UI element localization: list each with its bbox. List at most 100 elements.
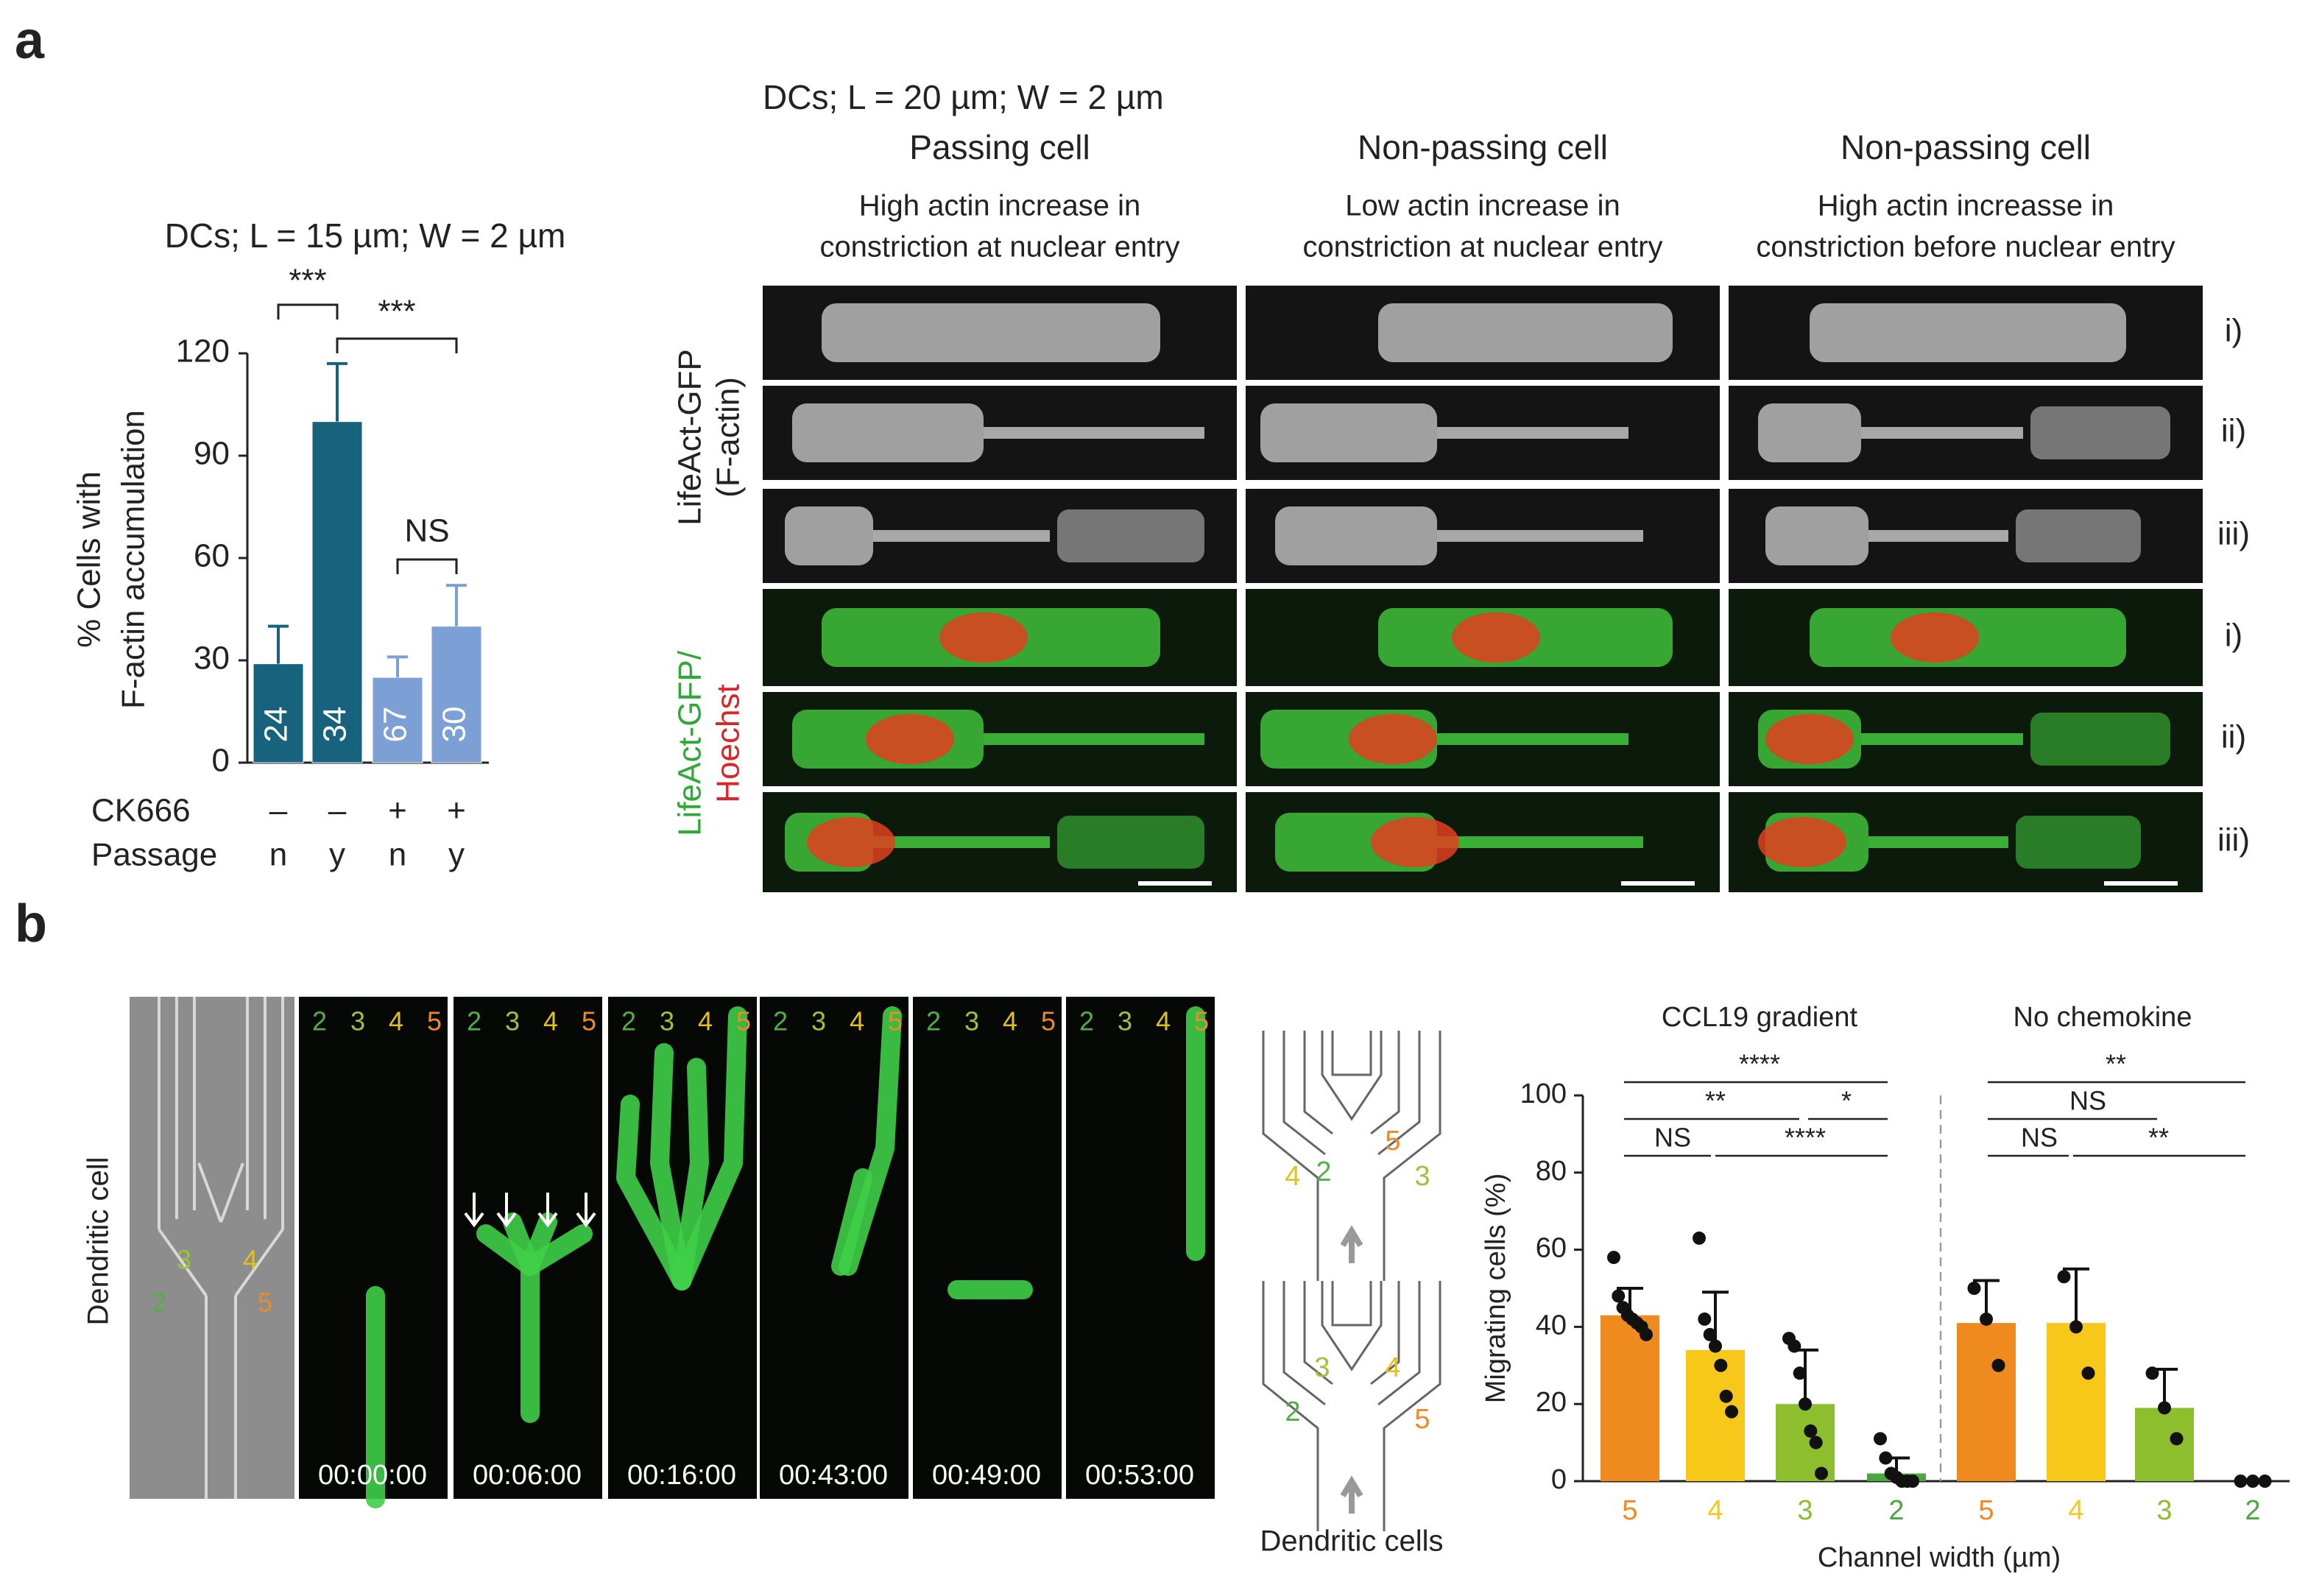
significance-bracket xyxy=(277,303,339,319)
data-point xyxy=(1799,1397,1812,1411)
channel-number: 3 xyxy=(505,1006,520,1037)
significance-label: NS xyxy=(1654,1123,1691,1153)
nucleus xyxy=(1349,714,1437,764)
channel-number: 2 xyxy=(926,1006,941,1037)
data-point xyxy=(1879,1451,1893,1465)
arrow xyxy=(537,1193,558,1228)
cell-protrusion xyxy=(1861,733,2023,745)
significance-label: ** xyxy=(2148,1123,2169,1153)
channel-number: 4 xyxy=(698,1006,713,1037)
channel-number: 5 xyxy=(258,1288,272,1318)
channel-number: 5 xyxy=(582,1006,596,1037)
cell-protrusion xyxy=(1437,427,1628,439)
channel-wall xyxy=(197,1162,222,1223)
n-label: 30 xyxy=(437,707,473,743)
column-title: Passing cell xyxy=(909,128,1090,166)
cell-protrusion xyxy=(984,427,1204,439)
channel-number: 5 xyxy=(1041,1006,1056,1037)
cell-body xyxy=(1765,506,1868,565)
cell-body xyxy=(785,506,873,565)
channel-number: 5 xyxy=(736,1006,751,1037)
data-point xyxy=(1725,1405,1738,1419)
cell-body xyxy=(1810,303,2126,362)
ck666-label: – xyxy=(269,793,288,829)
y-tick-label: 20 xyxy=(1536,1387,1567,1418)
channel-number: 3 xyxy=(1118,1006,1132,1037)
data-point xyxy=(1719,1389,1733,1403)
column-subtitle: Low actin increase in xyxy=(1345,190,1620,222)
x-tick-label: n xyxy=(389,837,406,873)
row-label: iii) xyxy=(2217,516,2250,552)
channel-number: 3 xyxy=(811,1006,826,1037)
n-label: 34 xyxy=(317,707,353,743)
brightfield-image xyxy=(130,997,294,1499)
arrow xyxy=(576,1193,596,1228)
data-point xyxy=(1874,1432,1887,1446)
row-label: ii) xyxy=(2221,719,2246,755)
y-tick-label: 30 xyxy=(194,640,230,677)
row-label: CK666 xyxy=(91,793,191,829)
error-bar xyxy=(2063,1267,2089,1324)
cell-protrusion xyxy=(873,836,1050,848)
nucleus xyxy=(1891,612,1979,663)
column-subtitle: constriction at nuclear entry xyxy=(819,231,1179,264)
y-axis-label: F-actin accumulation xyxy=(116,410,152,709)
cell-protrusion xyxy=(1437,733,1628,745)
error-bar xyxy=(327,361,347,422)
channel-number: 5 xyxy=(427,1006,442,1037)
timestamp: 00:43:00 xyxy=(779,1460,888,1491)
significance-label: *** xyxy=(289,263,326,299)
chart-title: DCs; L = 15 µm; W = 2 µm xyxy=(165,216,566,255)
y-tick-label: 90 xyxy=(194,436,230,472)
timestamp: 00:06:00 xyxy=(473,1460,582,1491)
data-point xyxy=(1714,1358,1728,1372)
bar xyxy=(311,421,363,763)
data-point xyxy=(1607,1251,1620,1265)
nucleus xyxy=(807,817,895,867)
migrating-cell xyxy=(616,1095,691,1290)
y-tick-label: 80 xyxy=(1536,1156,1567,1187)
x-tick-label: n xyxy=(269,837,287,873)
x-tick-label: 4 xyxy=(2068,1495,2083,1526)
data-point xyxy=(1709,1339,1722,1353)
row-label: i) xyxy=(2225,313,2242,349)
cell-protrusion xyxy=(1868,836,2008,848)
column-title: Non-passing cell xyxy=(1358,128,1608,166)
x-tick-label: 3 xyxy=(2156,1495,2172,1526)
column-subtitle: constriction before nuclear entry xyxy=(1756,231,2175,264)
channel-number: 3 xyxy=(1414,1161,1430,1192)
channel-number: 4 xyxy=(543,1006,558,1037)
column-subtitle: constriction at nuclear entry xyxy=(1302,231,1662,264)
data-point xyxy=(1703,1327,1717,1341)
y-tick-label: 0 xyxy=(1551,1464,1567,1495)
cell-body xyxy=(2016,816,2141,869)
channel-wall xyxy=(219,1162,244,1223)
data-point xyxy=(1809,1436,1823,1450)
y-tick-label: 60 xyxy=(1536,1233,1567,1264)
ck666-label: – xyxy=(328,793,347,829)
data-point xyxy=(1815,1466,1828,1480)
significance-label: * xyxy=(1841,1086,1852,1116)
diagram-label: Dendritic cells xyxy=(1260,1525,1444,1558)
channel-number: 3 xyxy=(350,1006,365,1037)
ck666-label: + xyxy=(388,793,407,829)
cell-body xyxy=(792,403,984,462)
y-tick-label: 100 xyxy=(1520,1078,1567,1109)
bar xyxy=(431,626,482,763)
column-subtitle: High actin increase in xyxy=(859,190,1140,222)
data-point xyxy=(2234,1475,2248,1488)
channel-number: 2 xyxy=(1079,1006,1094,1037)
timestamp: 00:16:00 xyxy=(627,1460,736,1491)
significance-bracket xyxy=(396,558,458,574)
channel-number: 2 xyxy=(773,1006,788,1037)
y-tick-label: 60 xyxy=(194,538,230,574)
channel-diagram xyxy=(1262,1031,1441,1281)
merge-label: Hoechst xyxy=(710,684,747,802)
channel-number: 5 xyxy=(888,1006,903,1037)
channel-number: 3 xyxy=(1314,1352,1330,1383)
column-subtitle: High actin increasse in xyxy=(1818,190,2114,222)
y-tick-label: 40 xyxy=(1536,1310,1567,1341)
cell-protrusion xyxy=(873,530,1050,542)
x-tick-label: 5 xyxy=(1622,1495,1637,1526)
